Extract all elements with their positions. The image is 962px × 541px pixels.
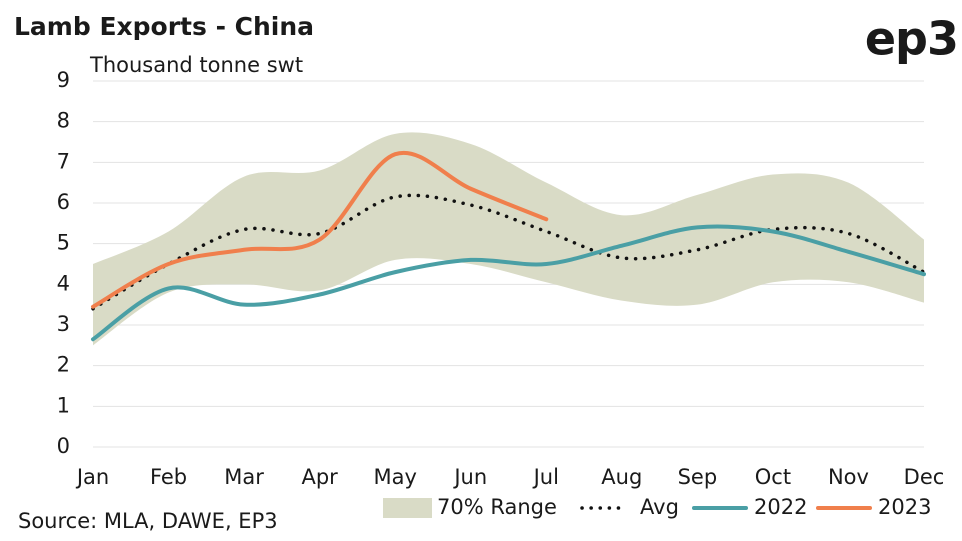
y-tick-label: 1 <box>57 393 70 417</box>
y-tick-label: 6 <box>57 190 70 214</box>
legend-label: 70% Range <box>437 495 557 519</box>
x-tick-label: Feb <box>150 465 187 489</box>
x-tick-label: Sep <box>678 465 718 489</box>
y-tick-label: 0 <box>57 434 70 458</box>
y-tick-label: 4 <box>57 271 70 295</box>
x-tick-label: Mar <box>224 465 264 489</box>
y-tick-label: 2 <box>57 353 70 377</box>
range-band <box>93 132 924 346</box>
x-tick-label: Oct <box>755 465 791 489</box>
legend-swatch <box>383 498 432 518</box>
legend-label: 2022 <box>754 495 807 519</box>
legend-label: 2023 <box>878 495 931 519</box>
chart-title: Lamb Exports - China <box>14 12 314 41</box>
x-tick-label: May <box>373 465 416 489</box>
x-tick-label: Nov <box>828 465 869 489</box>
y-axis-unit: Thousand tonne swt <box>89 53 303 77</box>
x-tick-label: Aug <box>601 465 642 489</box>
y-tick-label: 7 <box>57 149 70 173</box>
y-tick-label: 9 <box>57 68 70 92</box>
x-tick-label: Dec <box>904 465 945 489</box>
y-tick-label: 3 <box>57 312 70 336</box>
x-tick-label: Apr <box>301 465 338 489</box>
series-line <box>91 193 926 311</box>
source: Source: MLA, DAWE, EP3 <box>18 509 278 533</box>
x-tick-label: Jan <box>75 465 109 489</box>
x-tick-label: Jun <box>452 465 487 489</box>
series-line <box>91 224 926 342</box>
y-tick-label: 8 <box>57 109 70 133</box>
logo: ep3 <box>865 12 958 66</box>
y-tick-label: 5 <box>57 231 70 255</box>
x-tick-label: Jul <box>532 465 559 489</box>
legend-label: Avg <box>640 495 679 519</box>
series-line <box>91 150 549 309</box>
